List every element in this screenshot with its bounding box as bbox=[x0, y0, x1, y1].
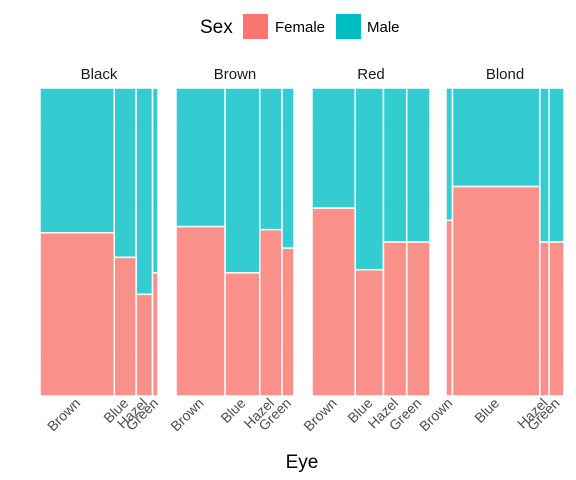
bar-female-brown bbox=[39, 232, 116, 397]
facet-label: Brown bbox=[214, 66, 257, 83]
bar-male-green bbox=[281, 87, 295, 249]
x-tick-label: Brown bbox=[416, 395, 455, 434]
legend-swatch-male bbox=[336, 14, 361, 39]
legend-title: Sex bbox=[200, 17, 233, 38]
legend-swatch-female bbox=[243, 14, 268, 39]
bar-female-brown bbox=[175, 225, 226, 397]
bar-female-hazel bbox=[135, 293, 154, 397]
bar-male-hazel bbox=[259, 87, 283, 231]
bar-female-hazel bbox=[539, 241, 550, 397]
bar-male-blue bbox=[354, 87, 385, 271]
bar-female-brown bbox=[311, 207, 356, 397]
legend-label-female: Female bbox=[275, 19, 325, 36]
bar-male-brown bbox=[445, 87, 454, 222]
bar-female-blue bbox=[113, 256, 137, 397]
x-tick-label: Brown bbox=[167, 395, 206, 434]
bar-male-hazel bbox=[382, 87, 408, 243]
bar-female-brown bbox=[445, 219, 454, 397]
x-tick-label: Blue bbox=[471, 395, 502, 426]
x-tick-label: Brown bbox=[300, 395, 339, 434]
bar-male-green bbox=[151, 87, 159, 274]
bar-female-blue bbox=[451, 185, 541, 397]
bar-female-hazel bbox=[382, 241, 408, 397]
bar-female-blue bbox=[224, 272, 261, 397]
x-axis-title: Eye bbox=[286, 452, 319, 473]
bar-male-hazel bbox=[135, 87, 154, 296]
bar-male-green bbox=[548, 87, 565, 243]
legend: Sex Female Male bbox=[200, 14, 400, 39]
bar-male-blue bbox=[113, 87, 137, 259]
bar-male-brown bbox=[175, 87, 226, 228]
x-tick-label: Brown bbox=[44, 395, 83, 434]
bar-male-brown bbox=[311, 87, 356, 209]
bar-female-green bbox=[281, 247, 295, 397]
facet-label: Red bbox=[357, 66, 385, 83]
facet-label: Black bbox=[81, 66, 118, 83]
facet-label: Blond bbox=[486, 66, 524, 83]
bar-male-blue bbox=[451, 87, 541, 188]
bar-male-blue bbox=[224, 87, 261, 274]
bar-female-green bbox=[151, 272, 159, 397]
bar-male-hazel bbox=[539, 87, 550, 243]
legend-label-male: Male bbox=[367, 19, 400, 36]
bar-male-green bbox=[405, 87, 431, 243]
bar-female-blue bbox=[354, 268, 385, 397]
bar-female-green bbox=[548, 241, 565, 397]
bar-female-hazel bbox=[259, 228, 283, 397]
bar-female-green bbox=[405, 241, 431, 397]
bar-male-brown bbox=[39, 87, 116, 234]
